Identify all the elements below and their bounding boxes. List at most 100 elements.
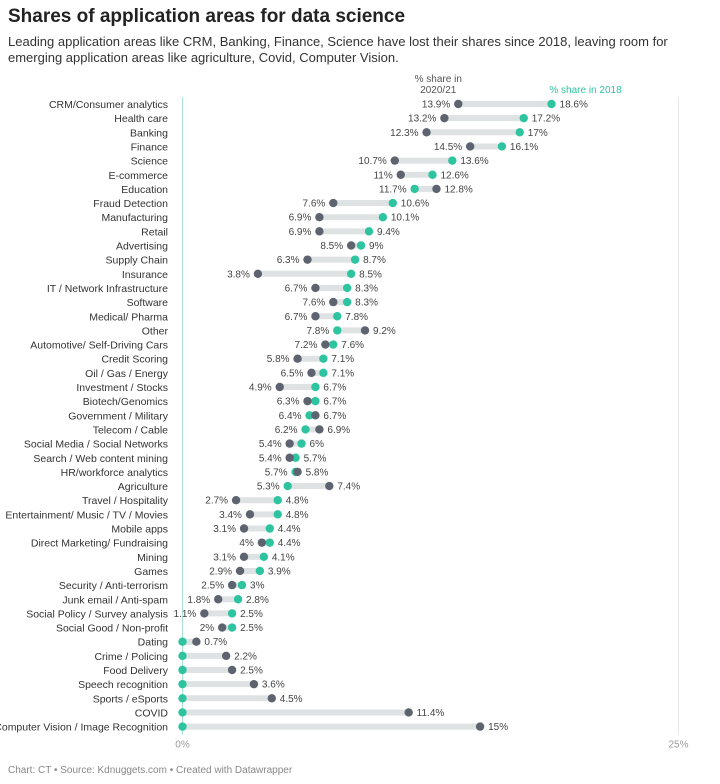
- value-label-2020-21: 2.5%: [240, 666, 263, 677]
- value-label-2020-21: 6.9%: [327, 425, 350, 436]
- row-label: Mobile apps: [111, 524, 168, 536]
- value-label-2018: 7.8%: [306, 326, 329, 337]
- row-label: Crime / Policing: [94, 651, 168, 663]
- dot-2018: [364, 227, 374, 236]
- dot-2018: [329, 340, 338, 349]
- value-label-2020-21: 1.1%: [174, 609, 197, 620]
- value-label-2020-21: 6.3%: [277, 255, 300, 266]
- row-label: Health care: [114, 113, 168, 125]
- dot-2018: [273, 510, 282, 519]
- value-label-2018: 5.7%: [265, 467, 288, 478]
- value-label-2020-21: 15%: [488, 722, 508, 733]
- row-label: Biotech/Genomics: [83, 396, 168, 408]
- value-label-2018: 16.1%: [510, 142, 538, 153]
- dot-2020-21: [329, 297, 338, 307]
- dot-2020-21: [396, 170, 405, 179]
- row-label: Mining: [137, 552, 168, 564]
- value-label-2020-21: 4%: [239, 538, 254, 549]
- dot-2020-21: [293, 467, 302, 477]
- dot-2018: [356, 241, 366, 250]
- dot-2018: [178, 637, 187, 646]
- row-label: Security / Anti-terrorism: [59, 580, 168, 592]
- dot-2020-21: [360, 326, 370, 335]
- row-label: E-commerce: [108, 170, 168, 182]
- row-label: Supply Chain: [106, 255, 169, 267]
- value-label-2020-21: 12.8%: [444, 184, 472, 195]
- dot-2020-21: [239, 524, 249, 533]
- value-label-2020-21: 5.4%: [259, 439, 282, 450]
- chart-title: Shares of application areas for data sci…: [8, 6, 406, 27]
- value-label-2018: 8.3%: [355, 298, 378, 309]
- value-label-2020-21: 12.3%: [390, 128, 418, 139]
- row-label: Speech recognition: [78, 679, 168, 691]
- dot-2018: [515, 128, 524, 137]
- dot-2018: [305, 411, 314, 420]
- value-label-2020-21: 2.9%: [209, 566, 232, 577]
- row-label: Oil / Gas / Energy: [85, 368, 169, 380]
- row-label: Dating: [138, 637, 169, 649]
- value-label-2020-21: 6.7%: [323, 411, 346, 422]
- row-label: Sports / eSports: [93, 693, 168, 705]
- dot-2020-21: [227, 580, 237, 590]
- value-label-2020-21: 7.2%: [295, 340, 318, 351]
- value-label-2020-21: 3.4%: [219, 510, 242, 521]
- dot-2018: [311, 382, 320, 392]
- value-label-2018: 10.6%: [401, 199, 429, 210]
- value-label-2018: 3%: [250, 581, 265, 592]
- dot-2020-21: [432, 184, 441, 194]
- row-label: Social Policy / Survey analysis: [26, 608, 168, 620]
- value-label-2020-21: 6.9%: [289, 227, 312, 238]
- value-label-2020-21: 6.7%: [285, 312, 308, 323]
- dot-2020-21: [422, 128, 431, 137]
- dot-2020-21: [245, 510, 255, 519]
- row-label: Retail: [141, 226, 168, 238]
- dot-2018: [178, 722, 187, 731]
- dot-2018: [428, 170, 437, 179]
- dot-2018: [265, 538, 274, 547]
- row-label: Social Good / Non-profit: [56, 623, 168, 635]
- dot-2018: [342, 283, 352, 293]
- dot-2018: [333, 312, 342, 321]
- value-label-2018: 2.5%: [240, 623, 263, 634]
- row-label: Telecom / Cable: [93, 424, 168, 436]
- value-label-2018: 4.8%: [286, 496, 309, 507]
- value-label-2018: 9.4%: [377, 227, 400, 238]
- dot-2020-21: [235, 566, 245, 576]
- dot-2020-21: [275, 382, 284, 392]
- value-label-2020-21: 13.2%: [408, 114, 436, 125]
- dot-2020-21: [465, 142, 475, 151]
- dot-2018: [319, 354, 328, 363]
- dot-2020-21: [267, 694, 276, 703]
- row-label: Entertainment/ Music / TV / Movies: [5, 509, 168, 521]
- value-label-2020-21: 5.8%: [267, 354, 290, 365]
- row-label: Direct Marketing/ Fundraising: [31, 538, 168, 550]
- dot-2020-21: [315, 213, 324, 222]
- value-label-2018: 6%: [310, 439, 325, 450]
- value-label-2020-21: 11%: [373, 170, 392, 181]
- dot-2020-21: [257, 538, 267, 547]
- row-label: Banking: [130, 127, 168, 139]
- value-label-2018: 12.6%: [440, 170, 468, 181]
- dot-2018: [378, 213, 388, 222]
- dot-2020-21: [404, 708, 413, 717]
- x-tick-label: 0%: [175, 740, 190, 751]
- dot-2018: [273, 496, 282, 505]
- value-label-2018: 17%: [528, 128, 548, 139]
- row-label: CRM/Consumer analytics: [49, 99, 168, 111]
- legend-2018-label: % share in 2018: [549, 85, 622, 96]
- value-label-2018: 9%: [369, 241, 384, 252]
- row-label: Government / Military: [68, 410, 169, 422]
- dot-2018: [547, 99, 556, 109]
- row-label: Agriculture: [118, 481, 168, 493]
- value-label-2020-21: 14.5%: [434, 142, 462, 153]
- row-label: Investment / Stocks: [76, 382, 168, 394]
- dot-2020-21: [221, 651, 231, 661]
- row-label: IT / Network Infrastructure: [47, 283, 168, 295]
- dot-2020-21: [329, 198, 338, 208]
- value-label-2020-21: 1.8%: [187, 595, 210, 606]
- dot-2018: [388, 198, 398, 208]
- row-label: Advertising: [116, 241, 168, 253]
- value-label-2018: 2.5%: [240, 609, 263, 620]
- value-label-2020-21: 5.8%: [306, 467, 329, 478]
